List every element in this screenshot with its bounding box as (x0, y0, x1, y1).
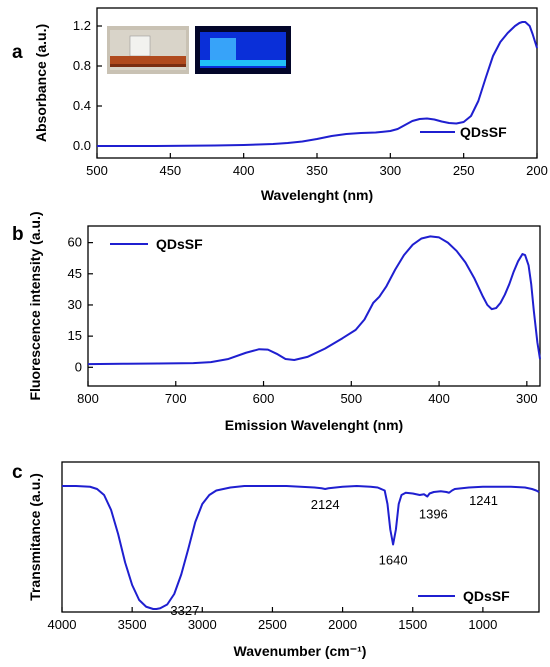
panel-b-y-axis-label: Fluorescence intensity (a.u.) (27, 211, 43, 400)
panel-b-x-tick-label: 400 (428, 391, 450, 406)
panel-a-inset-photos (107, 26, 291, 74)
panel-c-x-tick-label: 1500 (398, 617, 427, 632)
panel-a-x-tick-label: 450 (159, 163, 181, 178)
panel-c-peak-label: 1396 (419, 507, 448, 522)
panel-a-x-tick-label: 200 (526, 163, 548, 178)
panel-b-x-tick-label: 600 (253, 391, 275, 406)
panel-c-x-tick-label: 3000 (188, 617, 217, 632)
panel-c-peak-label: 2124 (311, 497, 340, 512)
panel-a-x-tick-label: 400 (233, 163, 255, 178)
panel-c-x-tick-label: 3500 (118, 617, 147, 632)
panel-b-y-tick-label: 30 (68, 297, 82, 312)
panel-c-series-line (62, 485, 540, 610)
panel-c-peak-label: 1640 (379, 553, 408, 568)
panel-a-y-tick-label: 0.4 (73, 98, 91, 113)
panel-a-x-tick-label: 250 (453, 163, 475, 178)
panel-b-x-axis-label: Emission Wavelenght (nm) (225, 417, 403, 433)
panel-c-x-tick-label: 2500 (258, 617, 287, 632)
panel-a-legend: QDsSF (420, 124, 507, 140)
panel-b-fluorescence-chart: b 0 15 30 45 60 800 700 600 500 400 300 QDsSF Emi… (12, 211, 541, 433)
panel-a-y-axis-label: Absorbance (a.u.) (33, 24, 49, 142)
panel-b-y-tick-label: 0 (75, 359, 82, 374)
panel-a-letter: a (12, 42, 23, 63)
panel-b-y-tick-label: 45 (68, 266, 82, 281)
panel-b-letter: b (12, 224, 24, 245)
panel-b-legend: QDsSF (110, 236, 203, 252)
panel-c-legend-label: QDsSF (463, 588, 510, 604)
panel-c-x-tick-label: 2000 (328, 617, 357, 632)
panel-b-x-tick-label: 300 (516, 391, 538, 406)
panel-a-x-axis-label: Wavelenght (nm) (261, 187, 373, 203)
panel-a-y-tick-label: 0.0 (73, 138, 91, 153)
panel-b-series-line (87, 235, 541, 366)
panel-c-letter: c (12, 462, 23, 483)
panel-a-absorbance-chart: a 0.00.40.81.2 500 450 400 350 300 250 200 QDs (12, 7, 548, 203)
panel-c-x-tick-label: 1000 (468, 617, 497, 632)
panel-a-x-tick-label: 500 (86, 163, 108, 178)
panel-a-y-tick-label: 0.8 (73, 58, 91, 73)
panel-b-x-tick-label: 800 (77, 391, 99, 406)
panel-c-x-tick-label: 4000 (48, 617, 77, 632)
panel-b-legend-label: QDsSF (156, 236, 203, 252)
panel-b-x-tick-label: 500 (340, 391, 362, 406)
panel-c-plot-frame (61, 461, 540, 613)
panel-c-ftir-chart: c 4000 3500 3000 2500 2000 1500 1000 3327 2124 1… (12, 461, 540, 659)
panel-c-legend: QDsSF (418, 588, 510, 604)
vial-uv-photo (195, 26, 291, 74)
panel-c-y-axis-label: Transmitance (a.u.) (27, 473, 43, 601)
panel-a-y-tick-label: 1.2 (73, 18, 91, 33)
panel-a-x-tick-label: 350 (306, 163, 328, 178)
panel-b-plot-frame (87, 225, 541, 387)
panel-c-peak-label: 1241 (469, 493, 498, 508)
vial-daylight-photo (107, 26, 189, 74)
panel-a-x-tick-label: 300 (379, 163, 401, 178)
panel-b-y-tick-label: 60 (68, 235, 82, 250)
panel-c-peak-label: 3327 (170, 603, 199, 618)
panel-b-y-tick-label: 15 (68, 328, 82, 343)
panel-b-x-tick-label: 700 (165, 391, 187, 406)
panel-c-x-axis-label: Wavenumber (cm⁻¹) (234, 643, 367, 659)
panel-a-legend-label: QDsSF (460, 124, 507, 140)
panel-a-series-line (97, 21, 538, 147)
